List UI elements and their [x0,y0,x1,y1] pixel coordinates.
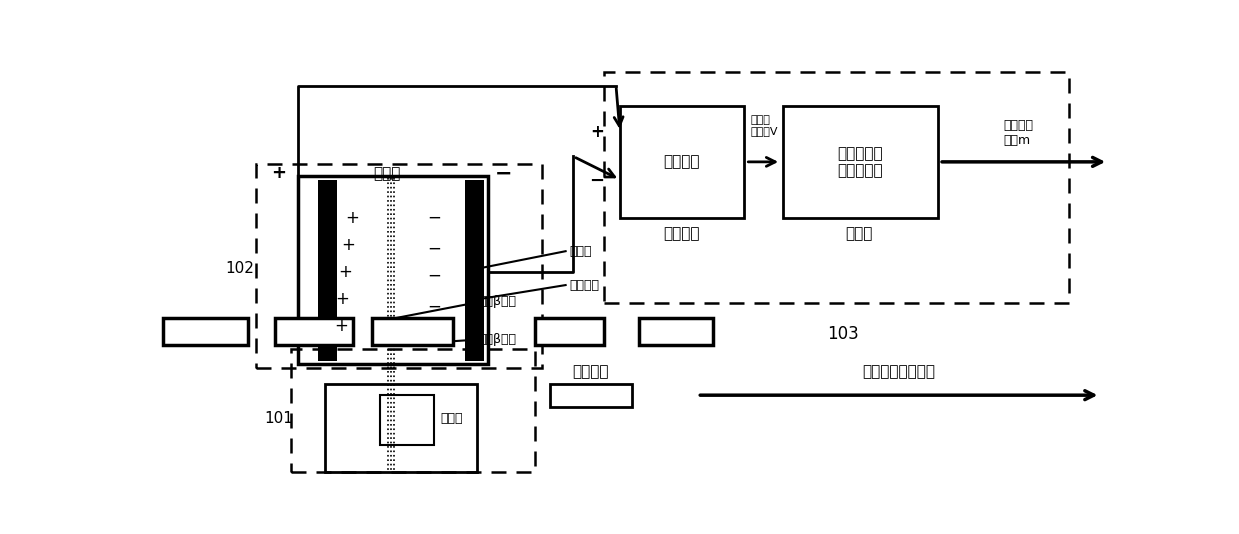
Text: 电压放
大信号V: 电压放 大信号V [750,115,778,137]
Text: 101: 101 [264,411,292,426]
Text: +: + [271,164,286,183]
Text: 电场负极: 电场负极 [570,279,600,292]
Text: −: − [427,267,441,285]
Text: +: + [342,236,356,254]
Text: −: − [590,172,605,190]
Text: −: − [427,240,441,258]
Text: 处理器: 处理器 [845,226,872,241]
Bar [550,383,632,407]
Bar [162,318,248,345]
Bar [372,318,453,345]
Text: 第一β射线: 第一β射线 [478,333,517,346]
Text: 第二β射线: 第二β射线 [478,295,517,308]
Text: −: − [427,297,441,316]
Text: −: − [427,209,441,227]
Text: 放大电路: 放大电路 [664,226,700,241]
Text: 陶瓷坎泥: 陶瓷坎泥 [572,365,608,380]
Bar [639,318,712,345]
Text: +: + [591,123,605,141]
Bar [534,318,605,345]
Bar [379,395,434,445]
Bar [605,72,1069,303]
Bar [783,106,938,218]
Text: 样条插值函
数神经网络: 样条插值函 数神经网络 [838,146,883,178]
Text: 陶瓷坎泥
函数m: 陶瓷坎泥 函数m [1004,120,1033,147]
Text: 离子笱: 离子笱 [374,166,401,181]
Text: 102: 102 [225,261,254,276]
Text: +: + [346,209,359,227]
Bar [255,164,543,368]
Text: 收集极: 收集极 [570,245,592,258]
Bar [299,176,488,364]
Bar [326,383,477,472]
Text: 103: 103 [828,325,859,343]
Text: +: + [338,263,352,281]
Bar [275,318,353,345]
Text: +: + [336,290,349,308]
Bar [290,349,534,472]
Bar [465,179,484,360]
Text: +: + [335,317,348,335]
Bar [317,179,337,360]
Text: 陶瓷坎泥运动方向: 陶瓷坎泥运动方向 [862,365,935,380]
Text: 放射源: 放射源 [440,412,462,425]
Bar [620,106,743,218]
Text: 信号放大: 信号放大 [664,154,700,169]
Text: −: − [494,163,513,183]
